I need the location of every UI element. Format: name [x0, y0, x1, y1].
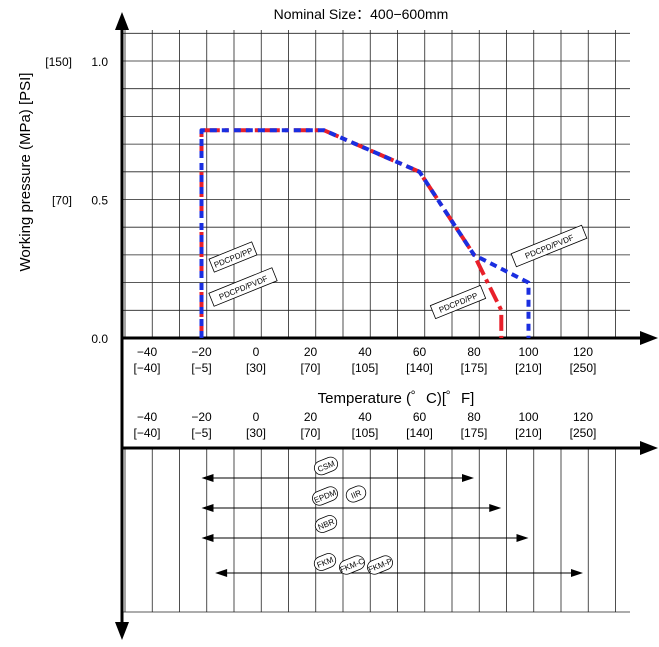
range-bar: [201, 504, 502, 512]
x-tick-label-celsius: −40: [137, 410, 158, 424]
x-tick-label-fahrenheit: [30]: [246, 426, 266, 440]
x-tick-label-fahrenheit: [105]: [352, 361, 379, 375]
badge-outline: [313, 456, 339, 476]
x-tick-label-celsius: 80: [467, 410, 481, 424]
x-tick-label-fahrenheit: [−5]: [191, 361, 211, 375]
x-tick-label-celsius: 60: [413, 410, 427, 424]
badge-outline: [367, 555, 393, 575]
badge-outline: [312, 486, 338, 506]
x-tick-label-fahrenheit: [140]: [406, 361, 433, 375]
annotation-box: [510, 224, 588, 268]
series-line-pdcpd-pvdf: [199, 128, 531, 338]
x-tick-label-celsius: 60: [413, 345, 427, 359]
range-arrow-right: [516, 534, 529, 542]
badge-nbr: NBR: [314, 515, 338, 533]
badge-outline: [345, 485, 367, 503]
x-tick-label-celsius: 100: [518, 345, 538, 359]
badge-fkm: FKM: [313, 553, 337, 571]
x-tick-label-celsius: −20: [191, 410, 212, 424]
y-tick-psi-label: [70]: [52, 194, 72, 208]
y-axis-arrow-up: [115, 12, 129, 30]
chart-title: Nominal Size：400−600mm: [274, 6, 449, 22]
range-arrow-left: [215, 569, 228, 577]
x-tick-label-celsius: 100: [518, 410, 538, 424]
x-axis-label: Temperature (゜C)[゜F]: [318, 390, 475, 407]
annotation-box: [208, 267, 278, 307]
x-tick-label-fahrenheit: [210]: [515, 426, 542, 440]
x-tick-label-celsius: 0: [253, 410, 260, 424]
x-tick-label-celsius: −20: [191, 345, 212, 359]
badge-fkm-p: FKM-P: [367, 555, 393, 575]
x-tick-label-fahrenheit: [70]: [300, 426, 320, 440]
x-tick-label-fahrenheit: [175]: [461, 426, 488, 440]
badge-outline: [313, 553, 337, 571]
x-axis-top-arrow: [640, 331, 658, 345]
range-bar: [201, 474, 474, 482]
y-axis-arrow-down: [115, 622, 129, 640]
x-axis-bottom-arrow: [640, 441, 658, 455]
x-tick-label-fahrenheit: [−40]: [133, 361, 160, 375]
x-tick-label-celsius: −40: [137, 345, 158, 359]
x-tick-label-fahrenheit: [250]: [570, 361, 597, 375]
annotation-pdcpd-pp-left: PDCPD/PP: [208, 241, 258, 273]
x-tick-label-celsius: 20: [304, 410, 318, 424]
x-tick-label-celsius: 40: [358, 410, 372, 424]
badge-outline: [339, 555, 365, 575]
y-tick-label: 0.5: [91, 194, 108, 208]
x-tick-label-celsius: 0: [253, 345, 260, 359]
badge-epdm: EPDM: [312, 486, 338, 506]
x-tick-label-fahrenheit: [−40]: [133, 426, 160, 440]
annotation-box: [208, 241, 258, 273]
range-arrow-left: [201, 504, 214, 512]
badge-iir: IIR: [345, 485, 367, 503]
range-arrow-right: [571, 569, 583, 577]
x-tick-label-celsius: 120: [573, 410, 593, 424]
range-arrow-left: [201, 474, 214, 482]
x-tick-label-fahrenheit: [70]: [300, 361, 320, 375]
range-arrow-right: [489, 504, 502, 512]
badge-outline: [314, 515, 338, 533]
x-tick-label-celsius: 120: [573, 345, 593, 359]
x-tick-label-fahrenheit: [210]: [515, 361, 542, 375]
x-tick-label-fahrenheit: [30]: [246, 361, 266, 375]
x-tick-label-celsius: 20: [304, 345, 318, 359]
annotation-pdcpd-pvdf-left: PDCPD/PVDF: [208, 267, 278, 307]
bottom-grid: [122, 448, 630, 613]
range-bar: [215, 569, 583, 577]
range-bar: [201, 534, 529, 542]
annotation-box: [429, 284, 487, 320]
range-arrow-left: [201, 534, 214, 542]
x-tick-label-celsius: 40: [358, 345, 372, 359]
y-tick-label: 0.0: [91, 332, 108, 346]
x-tick-label-celsius: 80: [467, 345, 481, 359]
top-grid: [122, 30, 630, 339]
badge-fkm-c: FKM-C: [339, 555, 366, 575]
badge-csm: CSM: [313, 456, 339, 476]
x-tick-label-fahrenheit: [250]: [570, 426, 597, 440]
x-tick-label-fahrenheit: [140]: [406, 426, 433, 440]
x-tick-label-fahrenheit: [105]: [352, 426, 379, 440]
x-tick-label-fahrenheit: [−5]: [191, 426, 211, 440]
annotation-pdcpd-pp-right: PDCPD/PP: [429, 284, 487, 320]
badge-text: IIR: [350, 488, 363, 500]
y-tick-label: 1.0: [91, 55, 108, 69]
y-tick-psi-label: [150]: [45, 55, 72, 69]
range-arrow-right: [462, 474, 474, 482]
annotation-pdcpd-pvdf-right: PDCPD/PVDF: [510, 224, 588, 268]
x-tick-label-fahrenheit: [175]: [461, 361, 488, 375]
y-axis-label: Working pressure (MPa) [PSI]: [17, 73, 34, 272]
